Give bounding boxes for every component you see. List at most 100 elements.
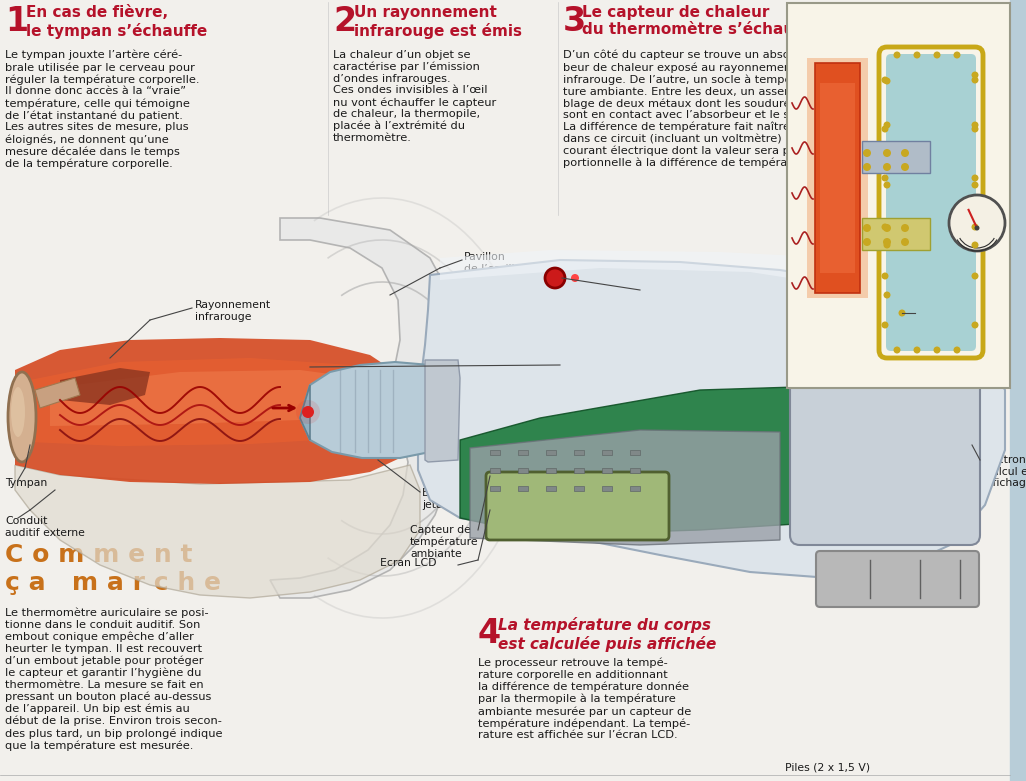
Text: Métal 1: Métal 1 [865,143,899,152]
Text: 1: 1 [5,5,28,38]
Bar [630,450,640,455]
Polygon shape [15,338,415,484]
Circle shape [972,72,979,79]
Polygon shape [60,368,150,405]
Text: Le tympan jouxte l’artère céré-
brale utilisée par le cerveau pour
réguler la te: Le tympan jouxte l’artère céré- brale ut… [5,50,199,169]
Bar [630,486,640,491]
Text: Absorbeur
de chaleur: Absorbeur de chaleur [792,8,847,30]
Text: UN
COURANT
CIRCULE: UN COURANT CIRCULE [914,115,968,148]
Text: Electronique
(calcul et
affichage): Electronique (calcul et affichage) [982,455,1026,488]
Circle shape [863,238,871,246]
FancyBboxPatch shape [886,54,976,351]
Bar [574,468,584,473]
Circle shape [883,241,891,248]
Circle shape [901,224,909,232]
Text: Le thermomètre auriculaire se posi-
tionne dans le conduit auditif. Son
embout c: Le thermomètre auriculaire se posi- tion… [5,608,223,751]
Circle shape [972,241,979,248]
Circle shape [295,400,320,424]
Bar [787,3,1010,388]
Bar [815,63,860,293]
Bar [518,486,528,491]
Circle shape [972,77,979,84]
Bar [490,468,500,473]
Polygon shape [440,250,998,368]
Circle shape [972,122,979,129]
Circle shape [881,223,889,230]
Text: 37.8: 37.8 [556,492,600,510]
Text: Voltmètre: Voltmètre [962,258,1007,267]
Circle shape [901,163,909,171]
Polygon shape [470,430,780,545]
Text: Ecran LCD: Ecran LCD [380,558,436,568]
Bar [546,486,556,491]
Bar [820,83,855,273]
Bar [574,486,584,491]
Text: La température du corps
est calculée puis affichée: La température du corps est calculée pui… [498,617,716,651]
Ellipse shape [8,372,36,462]
Circle shape [863,163,871,171]
Text: Le processeur retrouve la tempé-
rature corporelle en additionnant
la différence: Le processeur retrouve la tempé- rature … [478,658,692,740]
Bar [630,468,640,473]
Polygon shape [35,378,80,408]
Circle shape [883,149,891,157]
Text: Electrons en
mouvement: Electrons en mouvement [910,8,975,30]
Polygon shape [300,385,310,440]
Circle shape [913,347,920,354]
Circle shape [863,149,871,157]
Polygon shape [270,218,455,598]
Text: En cas de fièvre,
le tympan s’échauffe: En cas de fièvre, le tympan s’échauffe [26,5,207,38]
Bar [490,450,500,455]
Text: Conduit
auditif externe: Conduit auditif externe [5,516,85,537]
Circle shape [972,273,979,280]
Text: Pavillon
de l’oreille: Pavillon de l’oreille [464,252,521,273]
Text: Tympan: Tympan [5,478,47,488]
Bar [546,468,556,473]
Circle shape [934,52,941,59]
Text: Un rayonnement
infrarouge est émis: Un rayonnement infrarouge est émis [354,5,522,38]
Circle shape [972,174,979,181]
Text: Le capteur de chaleur
du thermomètre s’échauffe: Le capteur de chaleur du thermomètre s’é… [582,5,818,37]
Bar [602,468,611,473]
Circle shape [883,181,891,188]
Text: Métal 2: Métal 2 [865,220,899,229]
Circle shape [913,52,920,59]
Text: 4: 4 [478,617,501,650]
Bar [862,218,930,250]
Circle shape [883,291,891,298]
Circle shape [881,322,889,329]
Circle shape [881,273,889,280]
Circle shape [901,238,909,246]
Bar [862,141,930,173]
Circle shape [863,224,871,232]
Circle shape [972,181,979,188]
Text: C o m m e n t
ç a   m a r c h e: C o m m e n t ç a m a r c h e [5,543,221,595]
Bar [574,450,584,455]
Polygon shape [418,260,1005,578]
Circle shape [972,322,979,329]
Text: 3: 3 [563,5,586,38]
Circle shape [953,347,960,354]
Bar [490,486,500,491]
Text: Soudure
froide: Soudure froide [865,298,903,317]
Circle shape [894,347,901,354]
Circle shape [949,195,1005,251]
FancyBboxPatch shape [816,551,979,607]
Text: Bouton
de prise
de mesure: Bouton de prise de mesure [642,282,700,316]
Bar [602,450,611,455]
Circle shape [545,268,565,288]
Circle shape [975,226,980,230]
Circle shape [883,122,891,129]
FancyBboxPatch shape [790,360,980,545]
Polygon shape [50,370,390,426]
Text: Thermopile: Thermopile [562,357,624,367]
Circle shape [881,77,889,84]
Text: Rayonnement
infrarouge: Rayonnement infrarouge [795,175,815,231]
Circle shape [881,174,889,181]
Bar [518,468,528,473]
Text: Embout
jetable: Embout jetable [422,488,465,509]
Circle shape [953,52,960,59]
Circle shape [571,274,579,282]
Circle shape [894,52,901,59]
Bar [518,450,528,455]
Polygon shape [15,465,420,598]
